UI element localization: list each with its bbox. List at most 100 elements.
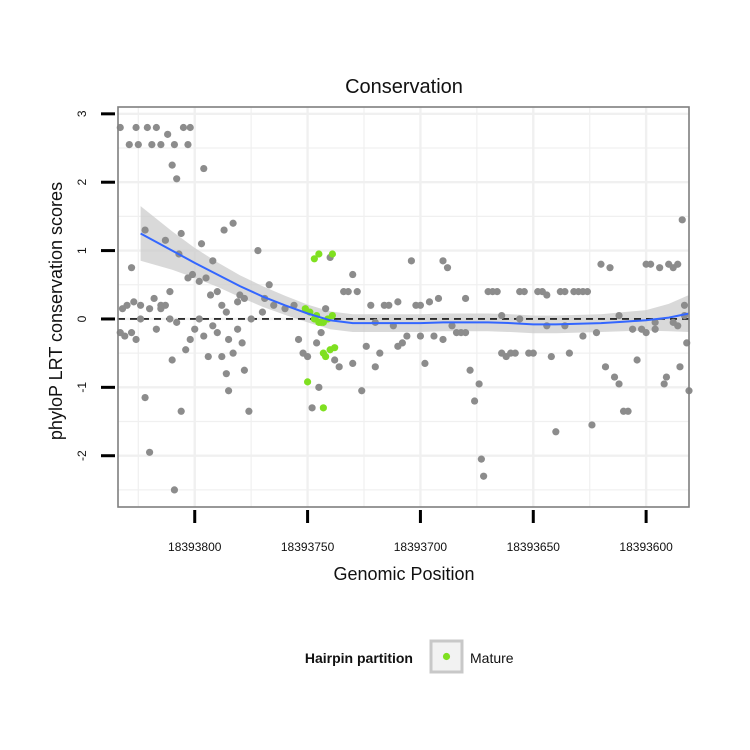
- point-mature: [331, 344, 339, 352]
- point-other: [182, 346, 190, 354]
- point-other: [186, 123, 194, 132]
- point-other: [234, 325, 242, 333]
- point-other: [234, 298, 242, 306]
- point-mature: [328, 250, 337, 258]
- point-other: [565, 349, 573, 357]
- point-other: [344, 288, 352, 296]
- point-other: [200, 164, 208, 173]
- point-other: [480, 472, 488, 480]
- point-other: [238, 339, 246, 347]
- point-other: [493, 288, 501, 296]
- point-other: [610, 373, 619, 381]
- point-other: [141, 226, 149, 234]
- panel-background: [118, 107, 689, 507]
- point-other: [642, 329, 650, 337]
- point-other: [229, 349, 237, 357]
- point-other: [597, 260, 605, 268]
- point-other: [615, 380, 623, 388]
- point-other: [132, 335, 140, 344]
- point-other: [222, 370, 230, 378]
- point-other: [145, 305, 154, 313]
- point-other: [547, 352, 555, 361]
- point-other: [177, 229, 185, 238]
- legend-key-mature: [442, 652, 451, 661]
- point-other: [224, 335, 233, 344]
- x-tick-label: 18393600: [619, 540, 673, 554]
- point-mature: [328, 311, 337, 320]
- point-other: [367, 301, 375, 309]
- point-other: [213, 329, 221, 337]
- point-other: [136, 315, 145, 323]
- legend: Hairpin partition Mature: [305, 639, 514, 674]
- point-other: [143, 123, 151, 132]
- point-other: [647, 260, 655, 268]
- point-other: [416, 332, 425, 340]
- point-other: [209, 322, 217, 330]
- point-other: [376, 349, 384, 357]
- chart-title: Conservation: [345, 76, 463, 98]
- point-mature: [303, 378, 312, 386]
- point-other: [168, 161, 176, 169]
- point-other: [141, 393, 149, 402]
- point-other: [145, 448, 154, 456]
- point-other: [448, 322, 456, 330]
- y-tick-label: 3: [75, 110, 89, 117]
- point-other: [403, 332, 411, 340]
- point-other: [313, 339, 321, 347]
- point-other: [543, 322, 551, 330]
- point-other: [229, 219, 237, 227]
- point-other: [245, 407, 253, 415]
- point-other: [170, 141, 179, 149]
- point-other: [152, 325, 160, 333]
- point-other: [416, 301, 425, 309]
- point-other: [498, 311, 506, 320]
- y-tick-label: 0: [75, 315, 89, 322]
- point-mature: [310, 255, 318, 263]
- x-tick-label: 18393800: [168, 540, 222, 554]
- point-other: [651, 318, 659, 326]
- point-other: [161, 236, 169, 244]
- point-other: [662, 373, 671, 381]
- point-other: [247, 315, 255, 323]
- legend-label-mature: Mature: [470, 650, 514, 666]
- point-other: [191, 325, 199, 333]
- point-other: [349, 270, 357, 279]
- point-other: [439, 257, 447, 265]
- point-other: [511, 349, 519, 357]
- point-other: [127, 264, 136, 272]
- point-other: [477, 455, 485, 463]
- point-other: [200, 332, 208, 340]
- panel-border: [117, 106, 690, 508]
- point-other: [184, 141, 192, 149]
- point-other: [615, 311, 623, 320]
- point-other: [132, 123, 140, 132]
- point-other: [206, 291, 215, 299]
- point-other: [421, 359, 429, 368]
- point-other: [315, 383, 323, 391]
- point-other: [177, 407, 185, 415]
- point-other: [222, 308, 230, 316]
- point-other: [561, 288, 569, 296]
- point-other: [335, 363, 343, 371]
- point-other: [303, 352, 312, 361]
- point-other: [583, 288, 592, 296]
- y-tick-label: 2: [75, 179, 89, 186]
- point-other: [520, 288, 528, 296]
- point-other: [195, 315, 203, 323]
- point-other: [385, 301, 393, 309]
- point-other: [516, 315, 524, 323]
- point-other: [150, 294, 158, 303]
- point-other: [443, 264, 452, 272]
- point-other: [461, 294, 470, 303]
- legend-title: Hairpin partition: [305, 650, 413, 666]
- point-other: [353, 288, 361, 296]
- point-other: [220, 226, 228, 234]
- point-other: [134, 141, 142, 149]
- point-other: [656, 264, 664, 272]
- y-tick-label: 1: [75, 247, 89, 254]
- point-other: [148, 141, 156, 149]
- point-other: [331, 356, 339, 364]
- y-tick-label: -1: [75, 382, 89, 393]
